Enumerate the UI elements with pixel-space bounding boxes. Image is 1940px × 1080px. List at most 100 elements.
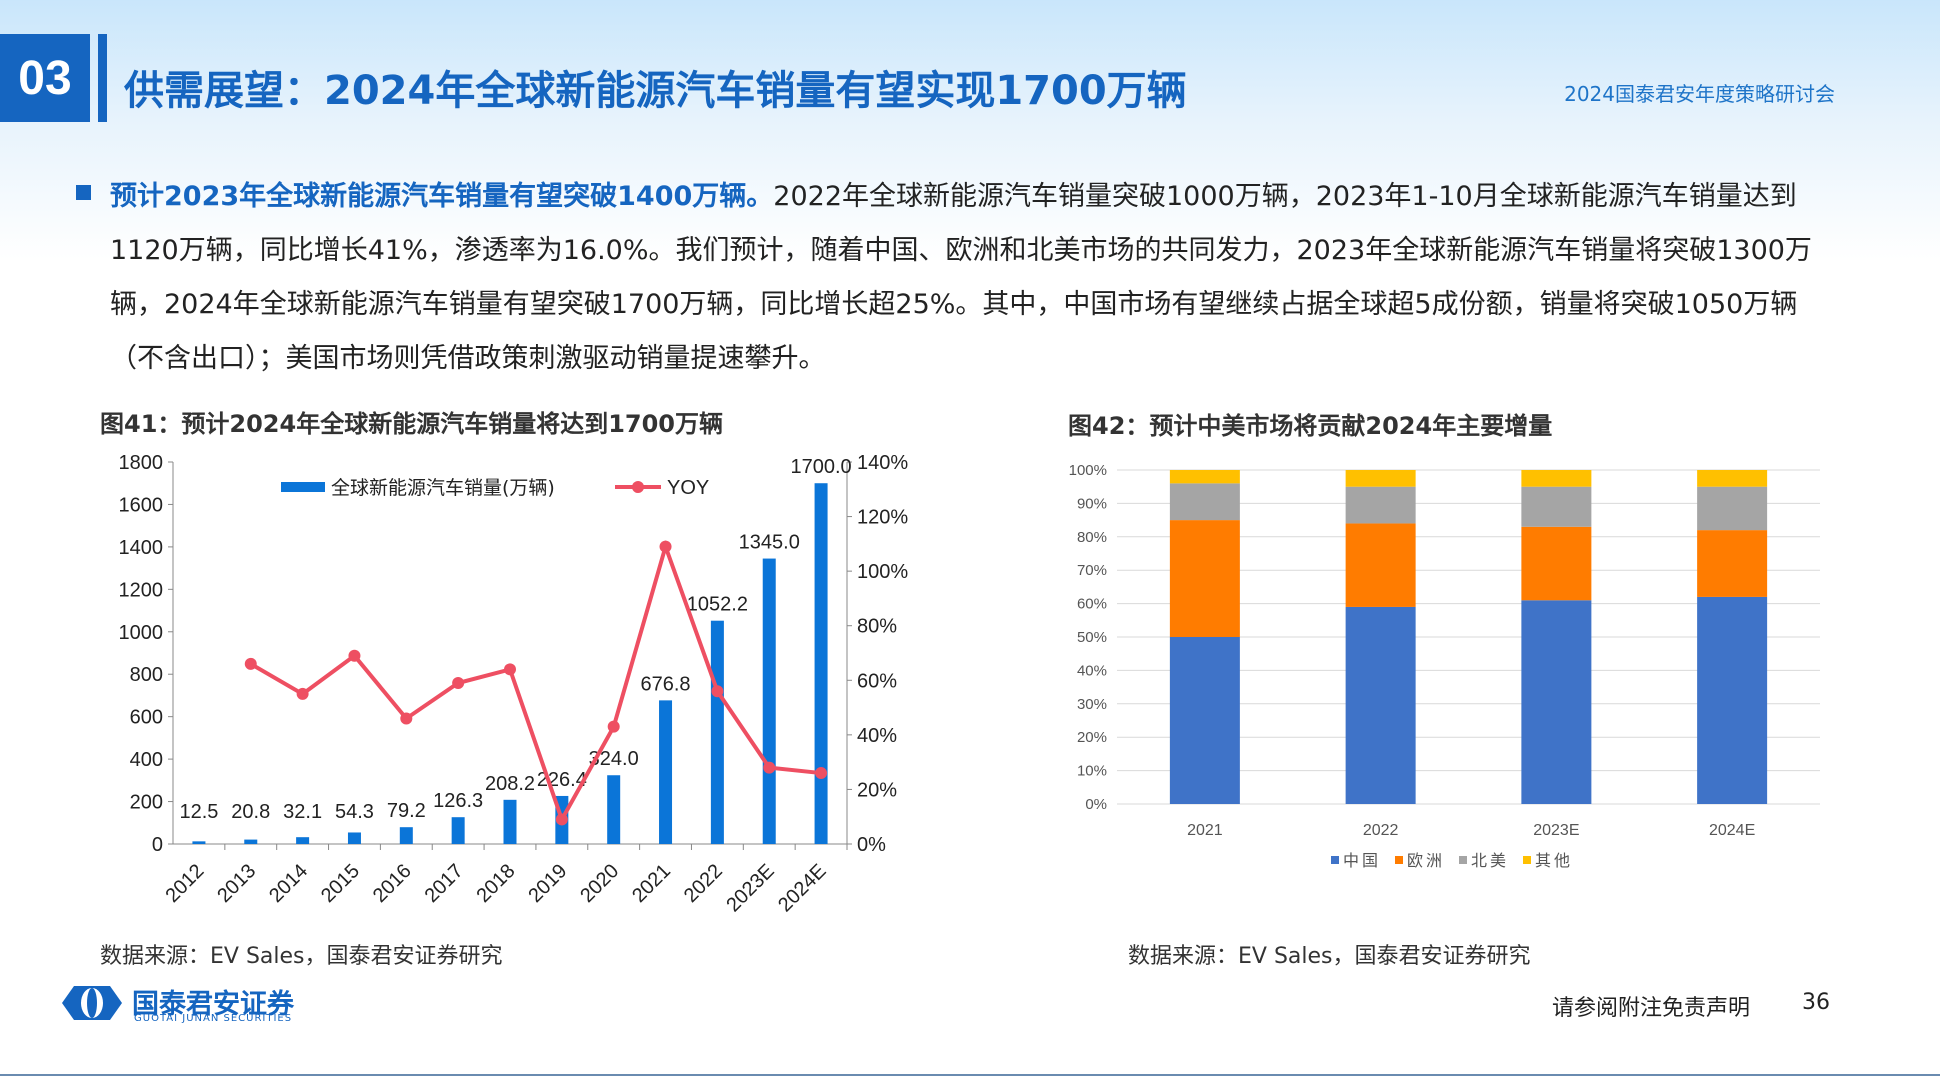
body-text: 2022年全球新能源汽车销量突破1000万辆，2023年1-10月全球新能源汽车…	[110, 181, 1812, 374]
chart2-legend-swatch	[1331, 856, 1339, 864]
chart2-legend-label: 其他	[1535, 851, 1573, 870]
chart1-left-tick-label: 800	[130, 664, 163, 686]
chart1-data-label: 324.0	[589, 748, 639, 770]
chart1-left-tick-label: 1000	[119, 622, 164, 644]
chart1-left-tick-label: 1600	[119, 494, 164, 516]
chart2-segment	[1521, 470, 1592, 487]
chart2-segment	[1697, 470, 1768, 487]
chart1-background	[95, 448, 915, 928]
logo-text: 国泰君安证券	[132, 989, 294, 1020]
chart1-data-label: 676.8	[641, 673, 691, 695]
fig41-title: 图41：预计2024年全球新能源汽车销量将达到1700万辆	[100, 410, 723, 438]
bullet-square-icon	[76, 185, 91, 200]
chart1-bar	[710, 620, 724, 844]
chart2-segment	[1697, 596, 1768, 804]
logo-mark-icon	[62, 986, 122, 1020]
chart1-legend-line-label: YOY	[667, 477, 709, 499]
chart2-y-tick-label: 10%	[1077, 763, 1107, 780]
chart1-yoy-point	[555, 813, 568, 826]
chart1-yoy-line	[249, 540, 822, 825]
chart1-yoy-point	[400, 712, 413, 725]
chart2-y-tick-label: 40%	[1077, 662, 1107, 679]
chart1-yoy-point	[348, 649, 361, 662]
chart2-y-tick-label: 90%	[1077, 495, 1107, 512]
chart1-data-label: 1345.0	[739, 532, 800, 554]
chart2-segment	[1169, 470, 1240, 484]
event-name: 2024国泰君安年度策略研讨会	[1564, 82, 1835, 106]
chart1-yoy-point	[244, 657, 257, 670]
chart1-left-tick-label: 1400	[119, 537, 164, 559]
chart1-data-label: 12.5	[179, 801, 218, 823]
chart1-left-tick-label: 0	[152, 834, 163, 856]
chart1-bar	[192, 841, 206, 844]
chart2-x-tick-label: 2023E	[1533, 822, 1579, 839]
chart1-legend-bar-swatch	[281, 482, 325, 492]
chart1-data-label: 1052.2	[687, 594, 748, 616]
chart2-x-tick-label: 2021	[1187, 822, 1223, 839]
chart1-yoy-point	[607, 720, 620, 733]
chart2-segment	[1169, 520, 1240, 637]
chart1-data-label: 208.2	[485, 773, 535, 795]
section-accent-bar	[98, 34, 107, 122]
chart1-bar	[451, 817, 465, 844]
chart1-left-tick-label: 1800	[119, 452, 164, 474]
chart2-x-tick-label: 2024E	[1709, 822, 1755, 839]
chart1-bar	[607, 775, 621, 844]
chart2-y-tick-label: 80%	[1077, 529, 1107, 546]
body-paragraph: 预计2023年全球新能源汽车销量有望突破1400万辆。2022年全球新能源汽车销…	[110, 170, 1830, 386]
chart2-segment	[1521, 600, 1592, 804]
body-highlight: 预计2023年全球新能源汽车销量有望突破1400万辆。	[110, 181, 774, 212]
chart1-legend-bar-label: 全球新能源汽车销量(万辆)	[331, 477, 555, 499]
chart2-segment	[1345, 606, 1416, 804]
chart1-yoy-point	[659, 540, 672, 553]
chart2-y-tick-label: 0%	[1085, 796, 1107, 813]
chart2-segment	[1697, 530, 1768, 597]
chart1-right-tick-label: 20%	[857, 779, 897, 801]
chart2-legend-swatch	[1459, 856, 1467, 864]
page-title: 供需展望：2024年全球新能源汽车销量有望实现1700万辆	[124, 68, 1187, 114]
chart2-legend-swatch	[1523, 856, 1531, 864]
chart1-legend-line-marker	[632, 481, 644, 493]
fig42-chart: 0% 10% 20% 30% 40% 50% 60% 70% 80% 90% 100% 2021 202…	[1055, 448, 1845, 908]
chart1-bar	[503, 799, 517, 844]
company-logo: 国泰君安证券 GUOTAI JUNAN SECURITIES	[60, 982, 330, 1024]
chart1-bar	[399, 827, 413, 844]
chart1-data-label: 79.2	[387, 800, 426, 822]
chart1-right-tick-label: 0%	[857, 834, 886, 856]
chart2-segment	[1521, 486, 1592, 527]
chart2-segment	[1345, 486, 1416, 524]
chart2-segment	[1345, 470, 1416, 487]
chart2-y-tick-label: 20%	[1077, 729, 1107, 746]
chart2-legend-label: 欧洲	[1407, 851, 1445, 870]
bottom-divider	[0, 1074, 1940, 1076]
chart1-right-tick-label: 100%	[857, 561, 908, 583]
chart1-bar	[296, 837, 310, 844]
chart1-right-tick-label: 120%	[857, 507, 908, 529]
chart1-right-tick-label: 60%	[857, 670, 897, 692]
fig42-title: 图42：预计中美市场将贡献2024年主要增量	[1068, 412, 1553, 440]
chart2-segment	[1169, 637, 1240, 804]
chart2-y-tick-label: 50%	[1077, 629, 1107, 646]
chart2-legend-label: 中国	[1343, 851, 1381, 870]
logo-subtext: GUOTAI JUNAN SECURITIES	[134, 1013, 293, 1024]
chart1-bar	[244, 839, 258, 844]
fig41-chart: 0 200 400 600 800 1000 1200 1400 1600 1800 0% 20% 40…	[95, 448, 915, 928]
fig41-source: 数据来源：EV Sales，国泰君安证券研究	[100, 944, 503, 969]
chart1-yoy-point	[763, 761, 776, 774]
chart2-segment	[1521, 526, 1592, 601]
chart2-y-tick-label: 60%	[1077, 596, 1107, 613]
chart1-yoy-point	[711, 685, 724, 698]
chart1-data-label: 20.8	[231, 801, 270, 823]
chart1-bar	[762, 558, 776, 844]
disclaimer-link[interactable]: 请参阅附注免责声明	[1552, 996, 1751, 1021]
chart1-left-tick-label: 400	[130, 749, 163, 771]
page-number: 36	[1802, 990, 1830, 1015]
chart2-y-tick-label: 100%	[1069, 462, 1107, 479]
chart2-x-tick-label: 2022	[1363, 822, 1399, 839]
chart1-data-label: 126.3	[433, 790, 483, 812]
chart2-y-tick-label: 70%	[1077, 562, 1107, 579]
chart1-right-tick-label: 40%	[857, 725, 897, 747]
chart2-segment	[1697, 486, 1768, 531]
chart1-bar	[347, 832, 361, 844]
chart1-data-label: 54.3	[335, 801, 374, 823]
